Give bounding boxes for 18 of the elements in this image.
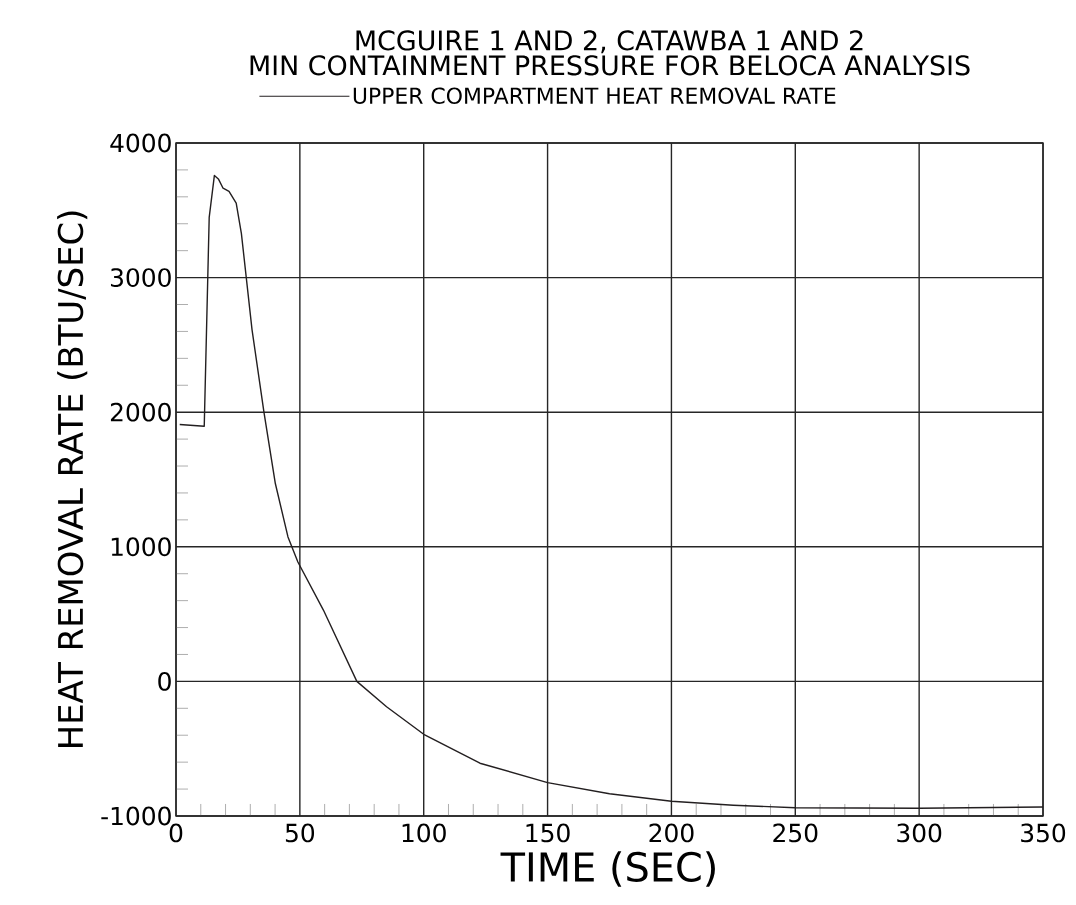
- x-tick-label: 150: [526, 823, 570, 843]
- x-tick-label: 50: [285, 823, 315, 843]
- y-tick-label: -1000: [101, 806, 171, 826]
- x-tick-label: 250: [773, 823, 818, 843]
- y-axis-title: HEAT REMOVAL RATE (BTU/SEC): [57, 211, 88, 747]
- y-tick-label: 0: [158, 671, 171, 691]
- y-tick-label: 1000: [111, 537, 171, 557]
- legend-label: UPPER COMPARTMENT HEAT REMOVAL RATE: [353, 87, 836, 104]
- x-tick-label: 350: [1021, 823, 1066, 843]
- x-tick-label: 300: [897, 823, 942, 843]
- x-axis-title: TIME (SEC): [500, 851, 715, 887]
- x-tick-label: 200: [649, 823, 694, 843]
- y-tick-label: 3000: [110, 268, 171, 288]
- chart-title: MCGUIRE 1 AND 2, CATAWBA 1 AND 2: [356, 30, 863, 54]
- y-tick-label: 4000: [110, 133, 171, 153]
- x-tick-label: 100: [402, 823, 446, 843]
- chart-subtitle: MIN CONTAINMENT PRESSURE FOR BELOCA ANALYSIS: [250, 55, 970, 76]
- y-tick-label: 2000: [110, 402, 171, 422]
